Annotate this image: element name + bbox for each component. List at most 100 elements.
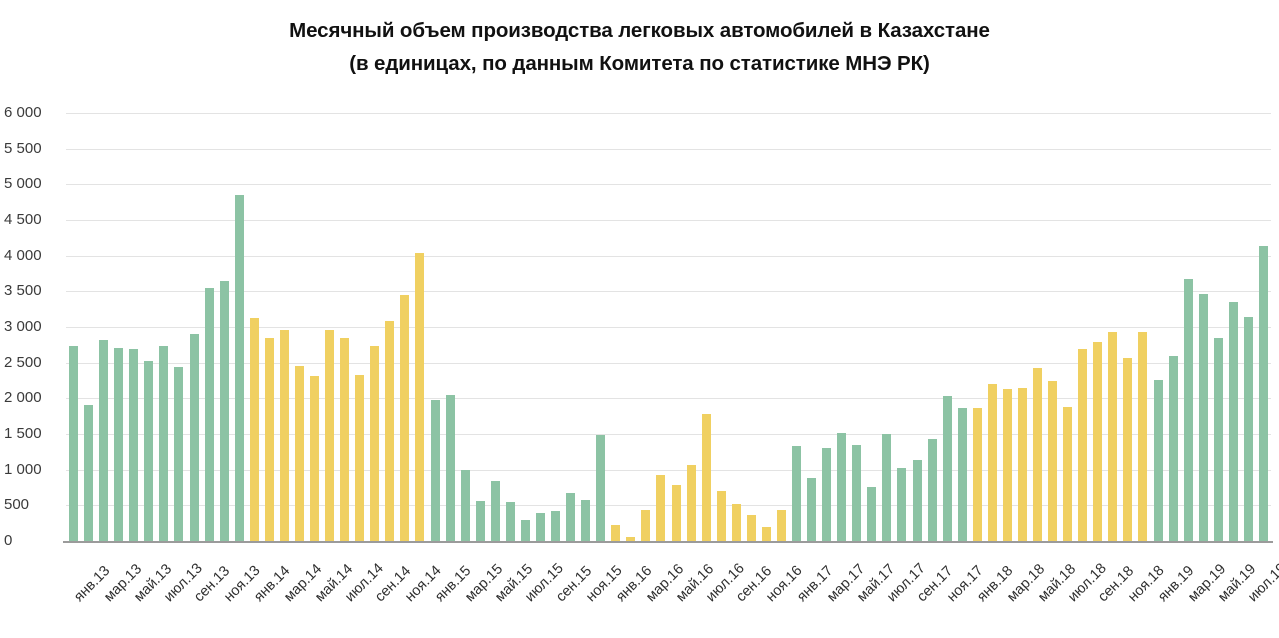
bar[interactable]	[611, 524, 621, 541]
bar[interactable]	[1213, 338, 1223, 541]
bar[interactable]	[566, 492, 576, 541]
bar[interactable]	[535, 513, 545, 541]
bar[interactable]	[882, 434, 892, 541]
bar[interactable]	[264, 337, 274, 541]
bar[interactable]	[1243, 317, 1253, 541]
bar[interactable]	[189, 334, 199, 541]
y-axis-tick-label: 0	[4, 532, 13, 549]
bar[interactable]	[822, 448, 832, 541]
bar[interactable]	[972, 407, 982, 541]
y-axis-tick-label: 500	[4, 496, 30, 514]
bar[interactable]	[1183, 279, 1193, 541]
bar[interactable]	[987, 384, 997, 541]
gridline	[66, 327, 1271, 328]
y-axis-tick-label: 1 000	[4, 460, 42, 478]
bar[interactable]	[1078, 349, 1088, 541]
bar[interactable]	[99, 339, 109, 541]
bar[interactable]	[761, 527, 771, 541]
bar[interactable]	[867, 486, 877, 541]
bar[interactable]	[294, 366, 304, 541]
bar[interactable]	[551, 511, 561, 541]
bar[interactable]	[234, 195, 244, 541]
gridline	[66, 291, 1271, 293]
bar[interactable]	[144, 361, 154, 541]
bar[interactable]	[746, 514, 756, 541]
bar[interactable]	[219, 281, 229, 541]
bar[interactable]	[686, 465, 696, 541]
bar[interactable]	[1108, 332, 1118, 541]
bar[interactable]	[174, 366, 184, 541]
bar[interactable]	[490, 481, 500, 541]
bar[interactable]	[415, 252, 425, 541]
bar[interactable]	[279, 329, 289, 541]
bar[interactable]	[656, 475, 666, 541]
gridline	[66, 255, 1271, 257]
bar[interactable]	[1093, 341, 1103, 541]
bar[interactable]	[1017, 388, 1027, 541]
bar[interactable]	[385, 321, 395, 541]
bar[interactable]	[325, 329, 335, 541]
bar[interactable]	[445, 395, 455, 541]
bar[interactable]	[310, 375, 320, 541]
bar[interactable]	[581, 499, 591, 541]
bar[interactable]	[1153, 379, 1163, 541]
gridline	[66, 184, 1271, 186]
bar[interactable]	[716, 491, 726, 541]
bar[interactable]	[114, 348, 124, 541]
chart-title-line-1: Месячный объем производства легковых авт…	[289, 19, 990, 42]
bar[interactable]	[505, 501, 515, 541]
bar[interactable]	[701, 414, 711, 541]
bar[interactable]	[731, 503, 741, 541]
bar[interactable]	[671, 484, 681, 541]
bar[interactable]	[69, 345, 79, 541]
bar[interactable]	[129, 349, 139, 541]
bar[interactable]	[837, 433, 847, 541]
bar[interactable]	[249, 318, 259, 541]
gridline	[66, 398, 1271, 400]
bar[interactable]	[1123, 358, 1133, 541]
y-axis-tick-label: 2 000	[4, 389, 42, 407]
bar[interactable]	[807, 477, 817, 541]
bar[interactable]	[792, 446, 802, 541]
bar[interactable]	[942, 396, 952, 541]
bar[interactable]	[1258, 246, 1268, 541]
y-axis-tick-label: 3 500	[4, 282, 42, 300]
bar[interactable]	[84, 405, 94, 541]
bar[interactable]	[852, 444, 862, 541]
bar[interactable]	[1033, 367, 1043, 541]
bar[interactable]	[204, 288, 214, 541]
bar[interactable]	[1228, 302, 1238, 541]
bar[interactable]	[1168, 356, 1178, 541]
bar[interactable]	[1063, 406, 1073, 541]
bar[interactable]	[475, 501, 485, 541]
bar[interactable]	[912, 459, 922, 541]
y-axis-tick-label: 6 000	[4, 104, 42, 121]
bar[interactable]	[596, 435, 606, 541]
bar[interactable]	[159, 345, 169, 541]
bar[interactable]	[355, 374, 365, 541]
gridline	[66, 505, 1271, 507]
bar[interactable]	[1002, 389, 1012, 541]
gridline	[66, 220, 1271, 221]
bar[interactable]	[776, 510, 786, 541]
bar[interactable]	[400, 294, 410, 541]
bar[interactable]	[430, 400, 440, 541]
bar[interactable]	[370, 346, 380, 541]
bar[interactable]	[1048, 380, 1058, 541]
bar[interactable]	[520, 519, 530, 541]
bar[interactable]	[626, 536, 636, 541]
y-axis-tick-label: 4 000	[4, 246, 42, 264]
y-axis-tick-label: 5 000	[4, 175, 42, 193]
y-axis-tick-label: 5 500	[4, 139, 42, 157]
bar[interactable]	[641, 509, 651, 541]
y-axis-tick-label: 2 500	[4, 353, 42, 371]
bar[interactable]	[1138, 332, 1148, 541]
bar[interactable]	[927, 439, 937, 541]
bar[interactable]	[957, 407, 967, 541]
bar[interactable]	[897, 467, 907, 541]
y-axis-tick-label: 3 000	[4, 318, 42, 335]
bar[interactable]	[1198, 294, 1208, 541]
gridline	[66, 113, 1271, 114]
bar[interactable]	[340, 338, 350, 541]
bar[interactable]	[460, 470, 470, 541]
